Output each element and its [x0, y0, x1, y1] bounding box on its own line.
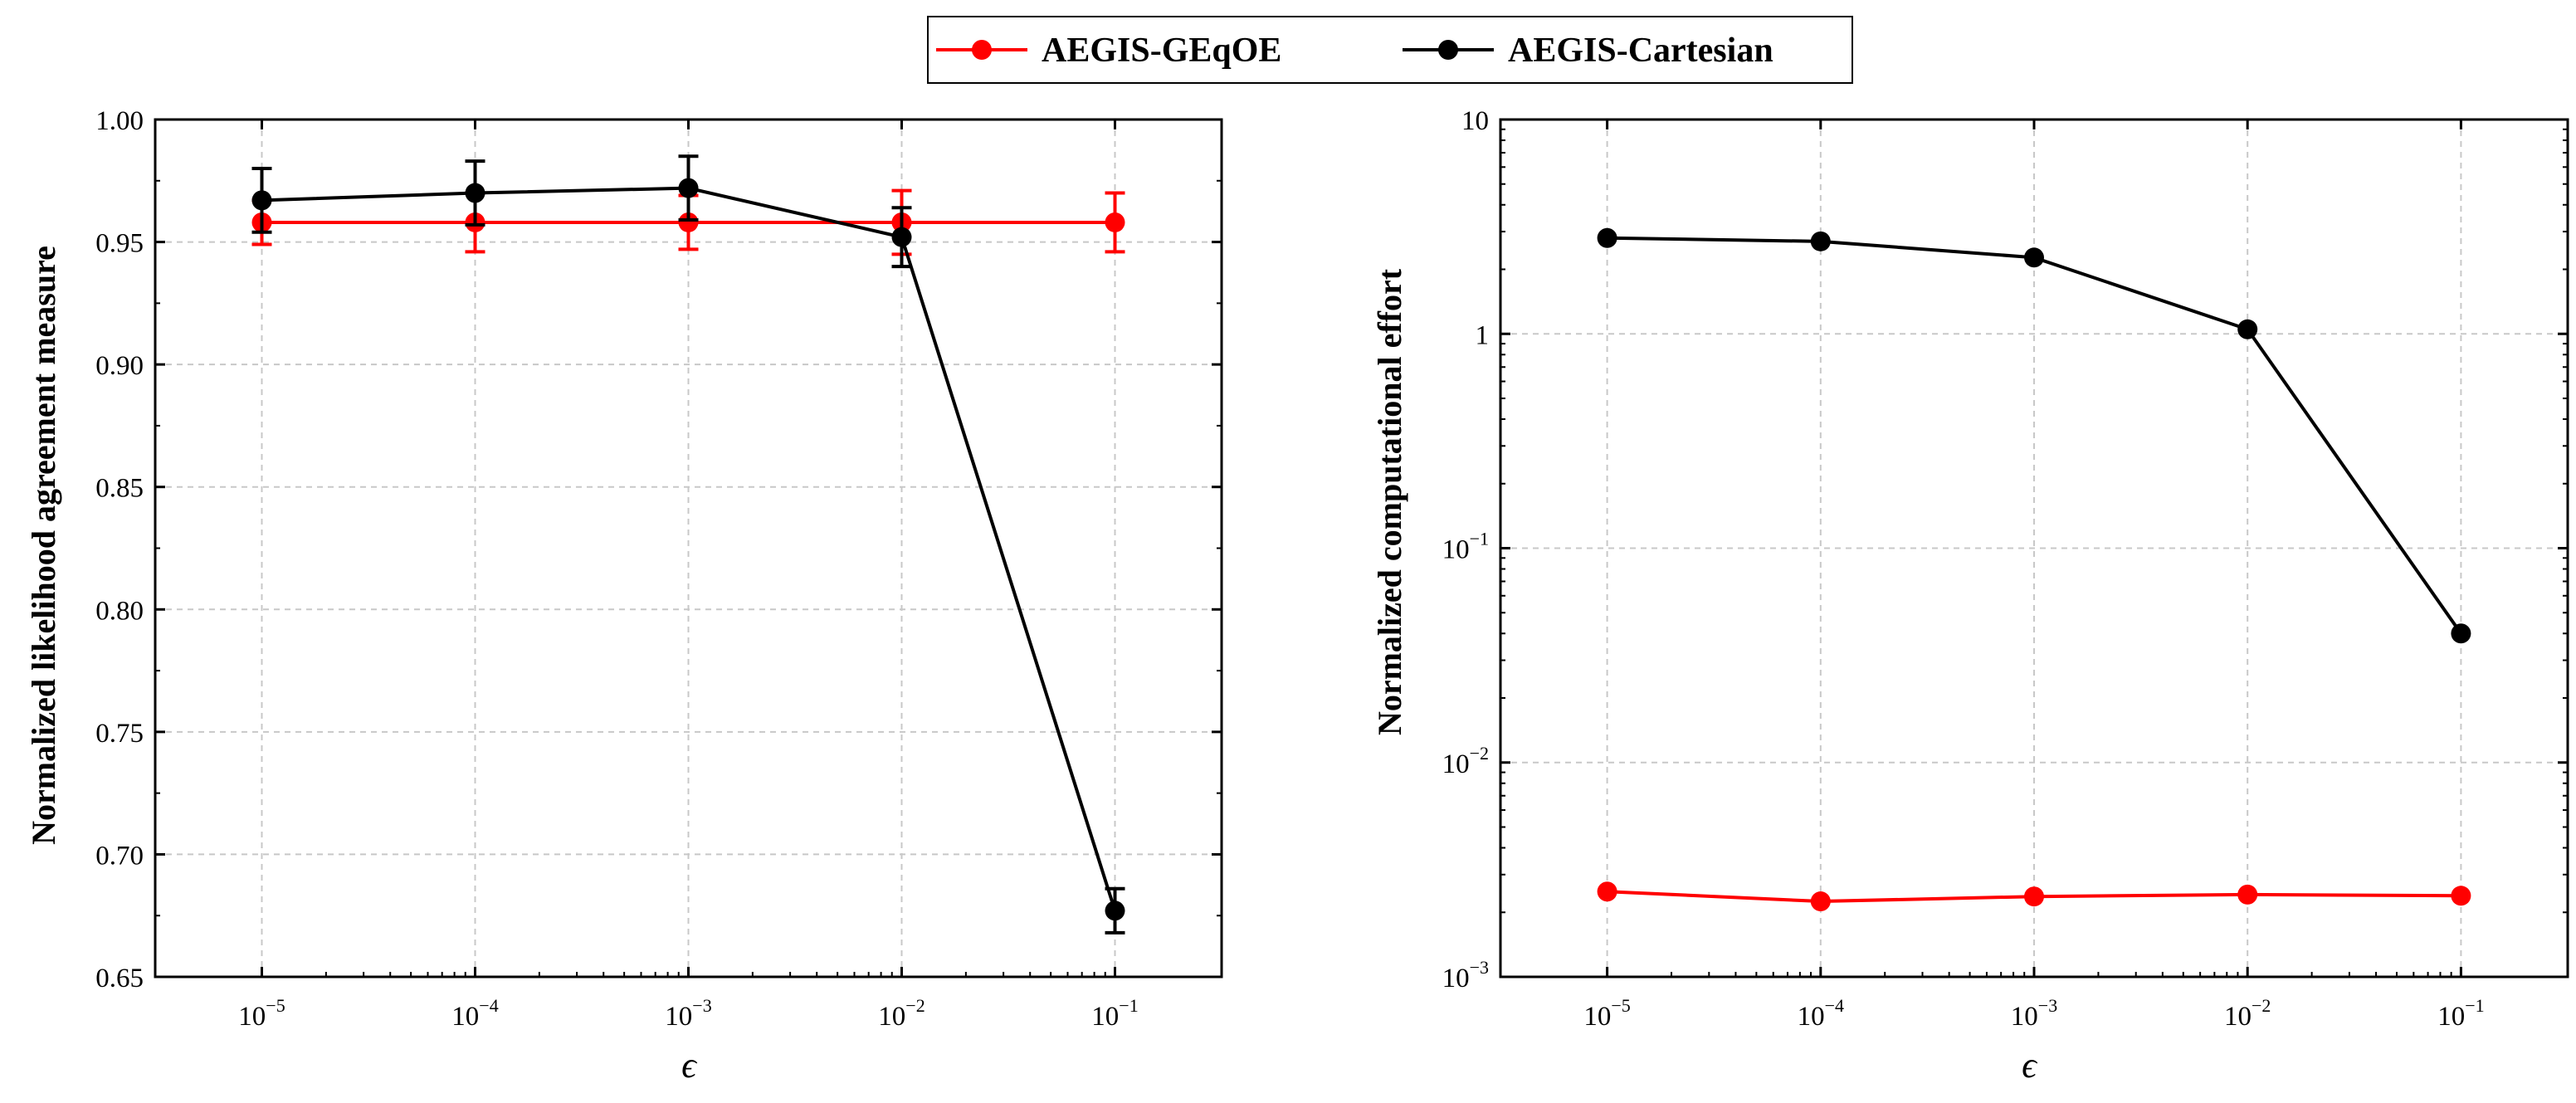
- legend-entry-geqoe: AEGIS-GEqOE: [936, 32, 1281, 70]
- point-0-0: [1597, 881, 1617, 902]
- x-tick-label-3: 10−2: [878, 995, 925, 1032]
- point-0-4: [2451, 886, 2471, 906]
- point-1-3: [2237, 319, 2258, 339]
- y-tick-label-2: 10−1: [1442, 529, 1489, 565]
- y-tick-label-7: 1.00: [95, 106, 144, 136]
- x-tick-label-1-exp: −4: [479, 995, 498, 1016]
- y-tick-label-4: 0.85: [95, 474, 144, 504]
- x-tick-label-0-exp: −5: [1611, 995, 1630, 1016]
- y-tick-label-3: 0.80: [95, 596, 144, 626]
- x-tick-label-2: 10−3: [2011, 995, 2057, 1032]
- series-1: [251, 154, 1125, 935]
- point-1-2: [678, 178, 699, 198]
- point-1-4: [2451, 623, 2471, 644]
- x-tick-label-3-base: 10: [2224, 1002, 2252, 1032]
- x-tick-label-0: 10−5: [1583, 995, 1630, 1032]
- point-1-2: [2024, 247, 2044, 268]
- point-1-4: [1105, 900, 1125, 921]
- x-tick-label-3: 10−2: [2224, 995, 2271, 1032]
- x-tick-label-0: 10−5: [238, 995, 285, 1032]
- legend-label-cartesian: AEGIS-Cartesian: [1508, 32, 1773, 70]
- legend-label-geqoe: AEGIS-GEqOE: [1042, 32, 1281, 70]
- y-tick-label-1-exp: −2: [1470, 743, 1489, 764]
- left-y-axis-label: Normalized likelihood agreement measure: [25, 246, 62, 845]
- x-tick-label-1: 10−4: [1798, 995, 1844, 1032]
- x-tick-label-4-exp: −1: [1119, 995, 1138, 1016]
- y-tick-label-2-exp: −1: [1470, 529, 1489, 549]
- x-tick-label-4: 10−1: [2437, 995, 2484, 1032]
- y-tick-label-0: 10−3: [1442, 957, 1489, 993]
- x-tick-label-1: 10−4: [451, 995, 498, 1032]
- point-1-3: [891, 227, 912, 247]
- x-tick-label-4-base: 10: [2437, 1002, 2465, 1032]
- x-tick-label-4-exp: −1: [2465, 995, 2484, 1016]
- right-y-axis-label: Normalized computational effort: [1371, 268, 1408, 735]
- legend-entry-cartesian: AEGIS-Cartesian: [1403, 32, 1773, 70]
- x-tick-label-2-exp: −3: [2038, 995, 2057, 1016]
- y-tick-label-0: 0.65: [95, 964, 144, 993]
- x-tick-label-2-base: 10: [665, 1002, 692, 1032]
- y-tick-label-0-base: 10: [1442, 964, 1470, 993]
- x-tick-label-1-exp: −4: [1825, 995, 1844, 1016]
- point-1-1: [1810, 231, 1831, 251]
- y-tick-label-4: 10: [1461, 106, 1489, 136]
- point-1-1: [465, 183, 485, 203]
- point-0-4: [1105, 212, 1125, 232]
- y-tick-label-2: 0.75: [95, 719, 144, 749]
- y-tick-label-5: 0.90: [95, 351, 144, 381]
- x-tick-label-0-base: 10: [1583, 1002, 1611, 1032]
- x-tick-label-3-exp: −2: [905, 995, 925, 1016]
- point-1-0: [251, 190, 272, 211]
- y-tick-label-3: 1: [1476, 320, 1490, 350]
- point-0-2: [678, 212, 699, 232]
- x-tick-label-0-exp: −5: [266, 995, 285, 1016]
- x-tick-label-4-base: 10: [1091, 1002, 1119, 1032]
- x-tick-label-4: 10−1: [1091, 995, 1138, 1032]
- x-tick-label-3-base: 10: [878, 1002, 905, 1032]
- x-tick-label-2-exp: −3: [692, 995, 711, 1016]
- legend: AEGIS-GEqOE AEGIS-Cartesian: [927, 16, 1853, 84]
- y-tick-label-2-base: 10: [1442, 535, 1470, 565]
- legend-marker-cartesian: [1438, 40, 1458, 60]
- left-x-axis-label: ϵ: [681, 1045, 698, 1086]
- y-tick-label-1: 10−2: [1442, 743, 1489, 779]
- x-tick-label-2-base: 10: [2011, 1002, 2038, 1032]
- series-0: [1597, 881, 2471, 912]
- point-0-3: [2237, 884, 2258, 905]
- point-0-1: [1810, 891, 1831, 912]
- legend-box: [927, 16, 1853, 84]
- y-tick-label-6: 0.95: [95, 229, 144, 259]
- y-tick-label-0-exp: −3: [1470, 957, 1489, 978]
- legend-marker-geqoe: [972, 40, 992, 60]
- y-tick-label-1-base: 10: [1442, 749, 1470, 779]
- right-x-axis-label: ϵ: [2022, 1045, 2038, 1086]
- x-tick-label-3-exp: −2: [2252, 995, 2271, 1016]
- point-0-2: [2024, 886, 2044, 907]
- x-tick-label-0-base: 10: [238, 1002, 266, 1032]
- x-tick-label-1-base: 10: [451, 1002, 479, 1032]
- left-panel: 10−5 10−4 10−3 10−2 10−10.650.700.750.800.85…: [95, 106, 1223, 1032]
- point-1-0: [1597, 227, 1617, 248]
- y-tick-label-1: 0.70: [95, 841, 144, 871]
- x-tick-label-1-base: 10: [1798, 1002, 1825, 1032]
- series-1: [1597, 227, 2471, 644]
- x-tick-label-2: 10−3: [665, 995, 711, 1032]
